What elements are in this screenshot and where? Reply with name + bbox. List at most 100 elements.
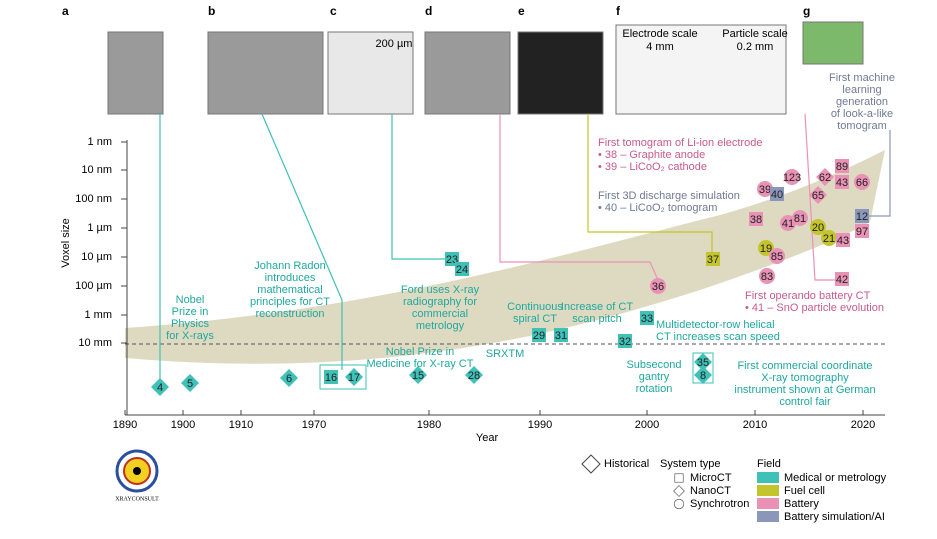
y-tick-label: 100 nm (75, 193, 112, 205)
annotation: scan pitch (572, 313, 622, 325)
annotation: Prize in (172, 306, 209, 318)
legend-title: System type (660, 458, 721, 470)
legend-label: Medical or metrology (784, 472, 887, 484)
x-tick-label: 1970 (302, 419, 326, 431)
annotation: First tomogram of Li-ion electrode (598, 137, 762, 149)
annotation: • 39 – LiCoO₂ cathode (598, 161, 707, 173)
marker-diamond (465, 366, 483, 384)
marker-label: 8 (700, 370, 706, 382)
y-tick-label: 1 nm (88, 136, 112, 148)
annotation: radiography for (403, 296, 477, 308)
legend-label: Fuel cell (784, 485, 825, 497)
image-c (327, 31, 414, 115)
marker-label: 32 (619, 336, 631, 348)
marker-circle (673, 498, 685, 510)
marker-label: 35 (697, 357, 709, 369)
marker-square (532, 328, 546, 342)
x-tick-label: 2010 (743, 419, 767, 431)
marker-label: 89 (836, 161, 848, 173)
marker-square (706, 252, 720, 266)
legend-swatch (757, 472, 779, 483)
marker-square (640, 311, 654, 325)
annotation: rotation (636, 383, 673, 395)
marker-circle (757, 181, 773, 197)
annotation: for X-rays (166, 330, 214, 342)
logo: XRAYCONSULT (115, 449, 159, 502)
marker-label: 29 (533, 330, 545, 342)
image-a (107, 31, 164, 115)
marker-square (674, 473, 684, 483)
image-f (615, 24, 787, 115)
marker-label: 4 (157, 382, 163, 394)
annotation: control fair (779, 396, 831, 408)
marker-diamond (151, 378, 169, 396)
x-tick-label: 1990 (528, 419, 552, 431)
annotation: CT increases scan speed (656, 331, 780, 343)
annotation: of look-a-like (831, 108, 893, 120)
marker-circle (792, 210, 808, 226)
annotation: First commercial coordinate (737, 360, 872, 372)
image-d (424, 31, 511, 115)
marker-diamond (345, 368, 363, 386)
image-label: Electrode scale (622, 28, 697, 40)
marker-label: 5 (187, 378, 193, 390)
legend-label: NanoCT (690, 485, 731, 497)
image-label: 0.2 mm (737, 41, 774, 53)
marker-label: 15 (412, 370, 424, 382)
marker-label: 12 (856, 211, 868, 223)
marker-circle (854, 174, 870, 190)
x-tick-label: 2000 (635, 419, 659, 431)
legend-label: MicroCT (690, 472, 732, 484)
image-g (802, 21, 864, 65)
panel-letter: g (803, 4, 810, 18)
annotation: Physics (171, 318, 209, 330)
marker-label: 40 (771, 189, 783, 201)
marker-label: 16 (325, 372, 337, 384)
panel-letter: c (330, 4, 337, 18)
marker-diamond (409, 366, 427, 384)
panel-letter: f (616, 4, 621, 18)
annotation: instrument shown at German (734, 384, 875, 396)
legend-title: Field (757, 458, 781, 470)
y-tick-label: 10 mm (78, 337, 112, 349)
marker-diamond (694, 366, 712, 384)
marker-label: 65 (812, 190, 824, 202)
marker-label: 21 (823, 233, 835, 245)
legend-label: Battery (784, 498, 819, 510)
trend-arrow (125, 150, 885, 364)
marker-circle (769, 248, 785, 264)
marker-square (835, 272, 849, 286)
marker-square (324, 370, 338, 384)
marker-label: 85 (771, 251, 783, 263)
x-tick-label: 1890 (113, 419, 137, 431)
y-tick-label: 10 µm (81, 251, 112, 263)
panel-letter: a (62, 4, 69, 18)
marker-circle (758, 240, 774, 256)
marker-label: 62 (819, 172, 831, 184)
marker-label: 97 (856, 226, 868, 238)
legend-label: Synchrotron (690, 498, 749, 510)
marker-square (455, 262, 469, 276)
y-tick-label: 100 µm (75, 280, 112, 292)
marker-circle (650, 278, 666, 294)
x-tick-label: 1980 (417, 419, 441, 431)
x-tick-label: 1900 (171, 419, 195, 431)
legend-swatch (757, 511, 779, 522)
marker-circle (759, 268, 775, 284)
marker-diamond (181, 374, 199, 392)
annotation: Increase of CT (561, 301, 633, 313)
logo-text: XRAYCONSULT (115, 496, 159, 502)
panel-letter: d (425, 4, 432, 18)
marker-label: 42 (836, 274, 848, 286)
marker-label: 37 (707, 254, 719, 266)
panel-letter: e (518, 4, 525, 18)
legend-swatch (757, 498, 779, 509)
image-label: 4 mm (646, 41, 674, 53)
marker-label: 38 (750, 214, 762, 226)
marker-circle (784, 169, 800, 185)
image-label: Particle scale (722, 28, 787, 40)
marker-label: 17 (348, 372, 360, 384)
marker-label: 83 (761, 271, 773, 283)
image-e (517, 31, 604, 115)
marker-label: 33 (641, 313, 653, 325)
